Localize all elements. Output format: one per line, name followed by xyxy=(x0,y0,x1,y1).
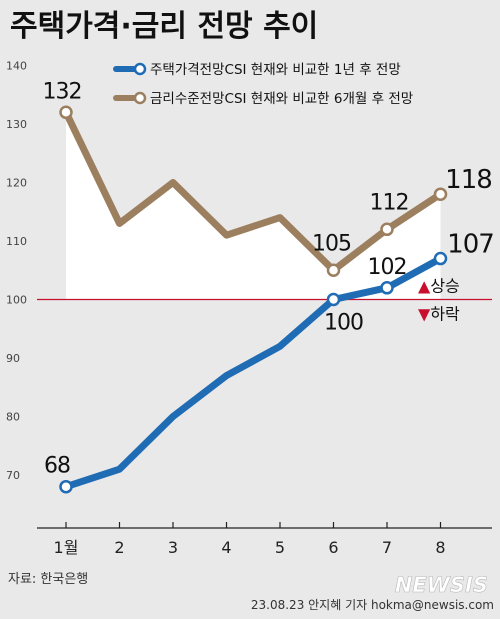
data-point-marker xyxy=(326,263,341,277)
credit-line: 23.08.23 안지혜 기자 hokma@newsis.com xyxy=(251,598,494,612)
data-point-marker xyxy=(433,251,448,266)
y-tick-label: 120 xyxy=(6,177,27,190)
data-label: 102 xyxy=(368,255,407,280)
legend-swatch-marker xyxy=(133,62,147,76)
x-tick-label: 3 xyxy=(168,538,178,557)
data-label: 68 xyxy=(44,454,70,479)
x-tick-label: 6 xyxy=(328,538,338,557)
legend-label: 금리수준전망CSI 현재와 비교한 6개월 후 전망 xyxy=(150,91,413,107)
series-line-1 xyxy=(62,108,444,274)
y-tick-label: 90 xyxy=(6,352,20,365)
x-tick-label: 4 xyxy=(221,538,231,557)
x-tick-label: 5 xyxy=(275,538,285,557)
y-tick-label: 100 xyxy=(6,294,27,307)
rise-text: 상승 xyxy=(430,277,459,296)
data-point-marker xyxy=(380,222,394,237)
fall-text: 하락 xyxy=(430,305,460,324)
data-label: 100 xyxy=(324,311,363,336)
y-tick-label: 110 xyxy=(6,235,27,248)
x-tick-label: 8 xyxy=(435,538,445,557)
data-label: 112 xyxy=(370,190,409,215)
data-point-marker xyxy=(433,187,448,201)
data-point-marker xyxy=(59,105,73,120)
x-tick-label: 2 xyxy=(114,538,124,557)
y-tick-label: 140 xyxy=(6,60,27,73)
data-point-marker xyxy=(59,479,73,494)
y-tick-label: 80 xyxy=(6,411,20,424)
fall-label: ▼하락 xyxy=(418,305,460,324)
x-tick-label: 1월 xyxy=(54,538,79,557)
chart-title: 주택가격·금리 전망 추이 xyxy=(10,9,318,44)
data-point-marker xyxy=(326,292,341,307)
plot-area: 70 80 90 100 110 120 130 140 1월 2 3 4 5 6 7 8 68 100 102 10… xyxy=(6,60,495,558)
y-tick-label: 70 xyxy=(6,469,20,482)
source-note: 자료: 한국은행 xyxy=(8,571,88,587)
data-label: 105 xyxy=(312,231,351,256)
upper-panel-mask xyxy=(66,65,441,271)
rise-label: ▲상승 xyxy=(418,277,460,296)
newsis-logo: NEWSIS xyxy=(395,573,488,597)
data-label: 107 xyxy=(447,230,494,260)
rise-arrow: ▲ xyxy=(418,277,431,296)
legend-label: 주택가격전망CSI 현재와 비교한 1년 후 전망 xyxy=(150,62,401,78)
x-tick-label: 7 xyxy=(382,538,392,557)
y-tick-label: 130 xyxy=(6,118,27,131)
series-line-0 xyxy=(62,255,444,491)
data-label: 132 xyxy=(43,79,82,104)
fall-arrow: ▼ xyxy=(418,305,431,324)
data-label: 118 xyxy=(445,165,492,195)
legend-swatch-marker xyxy=(133,91,147,105)
data-point-marker xyxy=(380,281,394,295)
